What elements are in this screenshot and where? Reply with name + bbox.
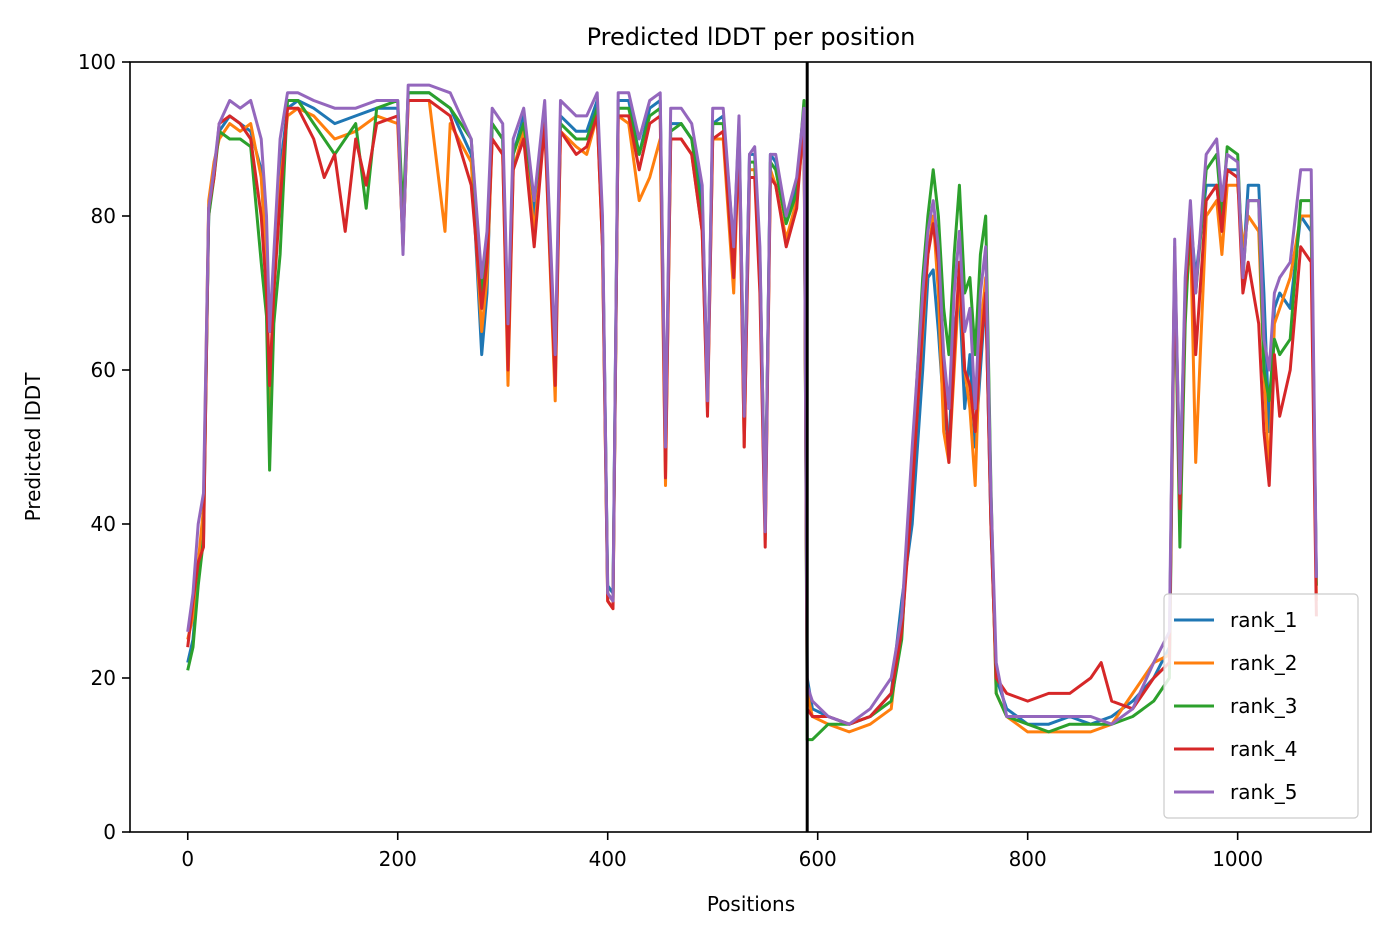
x-tick-label: 0 [181, 847, 194, 871]
legend-label: rank_4 [1230, 737, 1297, 761]
plot-area-frame [129, 61, 1372, 833]
legend-box [1163, 593, 1359, 819]
y-axis-title: Predicted lDDT [21, 372, 45, 522]
y-tick-label: 0 [103, 820, 116, 844]
y-tick-label: 20 [91, 666, 116, 690]
y-tick-label: 100 [78, 50, 116, 74]
legend-label: rank_1 [1230, 608, 1297, 632]
legend-label: rank_5 [1230, 780, 1297, 804]
legend: rank_1 rank_2 rank_3 rank_4 rank_5 [1163, 593, 1359, 819]
x-tick-label: 1000 [1212, 847, 1263, 871]
series-layer [186, 83, 1318, 742]
x-tick-label: 400 [589, 847, 627, 871]
y-axis-ticks: 0 20 40 60 80 100 [78, 50, 130, 844]
x-axis-title: Positions [707, 892, 795, 916]
x-tick-label: 600 [799, 847, 837, 871]
y-tick-label: 60 [91, 358, 116, 382]
x-tick-label: 200 [379, 847, 417, 871]
y-tick-label: 40 [91, 512, 116, 536]
legend-label: rank_3 [1230, 694, 1297, 718]
chart-title: Predicted lDDT per position [587, 23, 916, 51]
x-axis-ticks: 0 200 400 600 800 1000 [181, 832, 1263, 871]
y-tick-label: 80 [91, 204, 116, 228]
x-tick-label: 800 [1009, 847, 1047, 871]
series-line-rank-5 [186, 83, 1318, 726]
legend-label: rank_2 [1230, 651, 1297, 675]
